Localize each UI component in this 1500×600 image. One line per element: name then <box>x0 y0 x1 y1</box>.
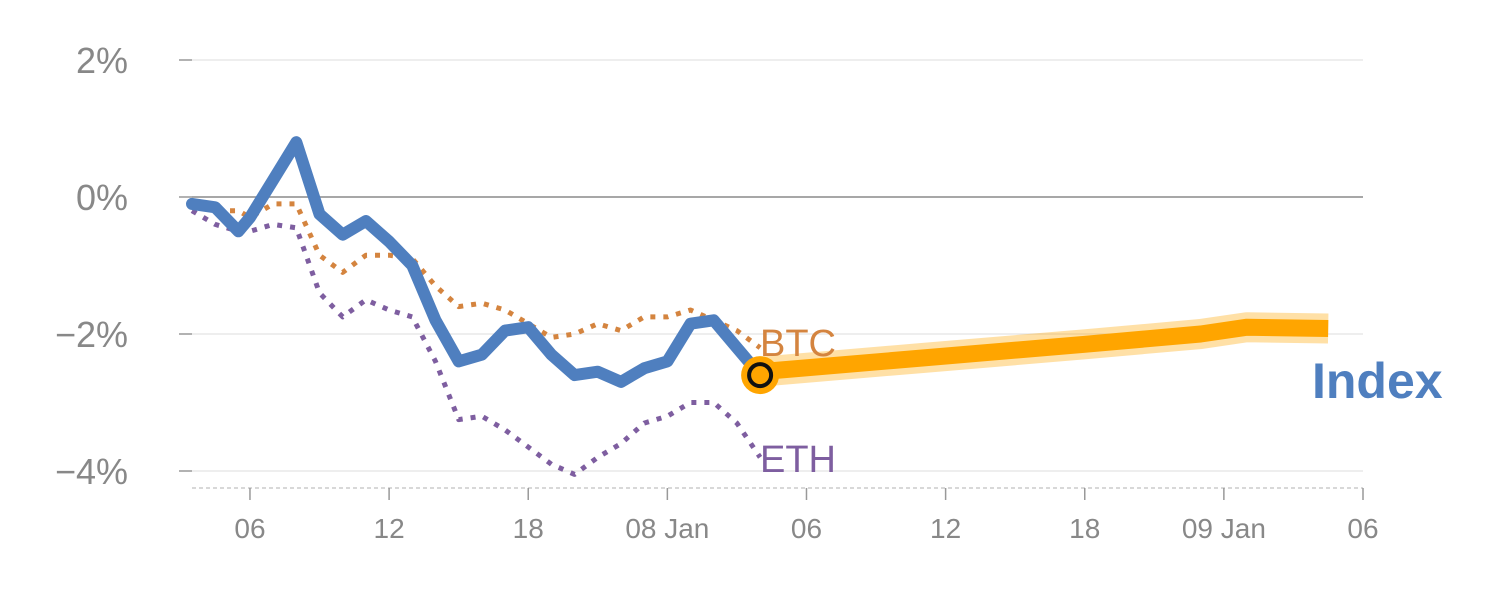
x-tick-label: 12 <box>930 513 961 544</box>
y-axis-tick-labels: 2% 0% −2% −4% <box>55 40 128 492</box>
current-value-marker <box>747 362 774 389</box>
x-axis <box>192 487 1364 500</box>
forecast-band <box>741 312 1329 395</box>
x-tick-label: 18 <box>1069 513 1100 544</box>
eth-series-label: ETH <box>760 439 836 481</box>
btc-series-label: BTC <box>760 323 836 365</box>
y-tick-label: −2% <box>55 314 128 355</box>
index-series-line <box>186 136 767 388</box>
x-tick-label: 06 <box>234 513 265 544</box>
x-tick-label: 18 <box>513 513 544 544</box>
y-tick-label: 2% <box>76 40 128 81</box>
x-tick-label: 09 Jan <box>1182 513 1266 544</box>
x-tick-label: 08 Jan <box>625 513 709 544</box>
btc-series-line <box>191 201 762 350</box>
series-labels: BTC ETH Index <box>760 323 1443 481</box>
y-tick-label: −4% <box>55 451 128 492</box>
forecast-line <box>759 318 1329 381</box>
x-tick-label: 06 <box>1347 513 1378 544</box>
x-axis-tick-labels: 06 12 18 08 Jan 06 12 18 09 Jan 06 <box>234 513 1378 544</box>
series-lines <box>186 136 767 477</box>
grid-lines <box>179 59 1363 472</box>
x-tick-label: 12 <box>374 513 405 544</box>
x-tick-label: 06 <box>791 513 822 544</box>
index-series-label: Index <box>1312 353 1443 409</box>
y-tick-label: 0% <box>76 177 128 218</box>
